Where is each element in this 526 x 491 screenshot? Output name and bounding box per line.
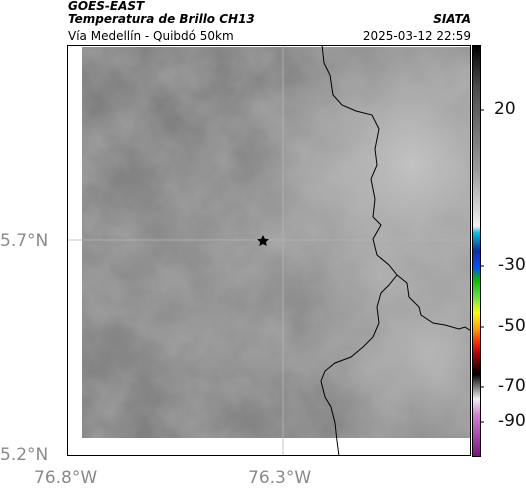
colorbar-tick-label: -30 (498, 255, 526, 275)
lat-tick-label: 5.2°N (0, 445, 49, 465)
product-title: Temperatura de Brillo CH13 (68, 12, 255, 26)
cloud-field (82, 47, 470, 438)
colorbar-tick-label: -90 (498, 411, 526, 431)
star-marker-icon (257, 235, 269, 246)
boundary-line-south (320, 274, 398, 456)
colorbar-tick-label: 20 (494, 99, 516, 119)
lon-tick-label: 76.8°W (34, 468, 98, 488)
boundary-line (321, 45, 471, 332)
lat-tick-label: 5.7°N (0, 231, 49, 251)
colorbar-tick-label: -70 (498, 376, 526, 396)
lon-tick-label: 76.3°W (248, 468, 312, 488)
datetime-label: 2025-03-12 22:59 (362, 29, 471, 43)
colorbar-tick-label: -50 (498, 316, 526, 336)
map-frame-border (67, 45, 471, 456)
colorbar (472, 45, 484, 457)
satellite-map (67, 45, 471, 456)
region-label: Vía Medellín - Quibdó 50km (68, 29, 234, 43)
brand-label: SIATA (433, 12, 471, 26)
satellite-title: GOES-EAST (68, 0, 145, 13)
